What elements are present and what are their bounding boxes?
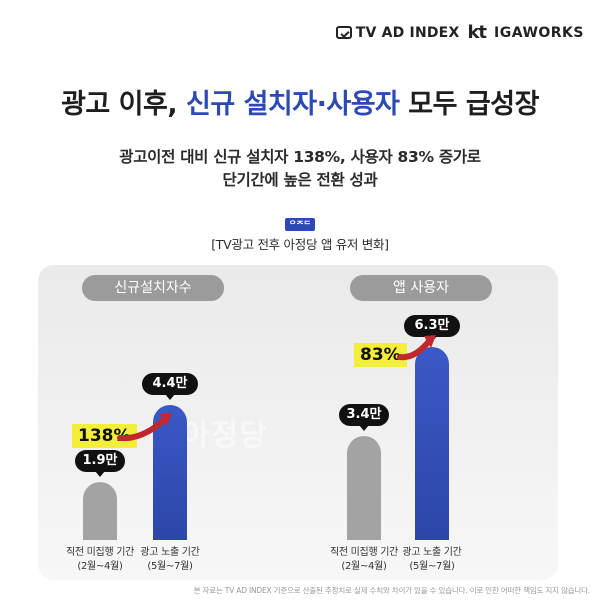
bar-before-ad	[83, 481, 117, 540]
x-axis-label-line: (5월~7월)	[147, 561, 193, 572]
background-watermark-text: 아정당	[182, 418, 268, 453]
bar-before-ad	[347, 436, 381, 540]
change-percent-label: 138%	[72, 424, 137, 448]
kt-logo: kt	[467, 22, 487, 43]
headline-part2: 모두 급성장	[399, 89, 539, 120]
x-axis-label: 광고 노출 기간 (5월~7월)	[125, 546, 215, 574]
series-title-pill: 신규설치자수	[82, 275, 224, 301]
arrow-shaft	[117, 415, 169, 442]
x-axis-label: 직전 미집행 기간 (2월~4월)	[55, 546, 145, 574]
subtitle: 광고이전 대비 신규 설치자 138%, 사용자 83% 증가로 단기간에 높은…	[0, 146, 600, 192]
brand-logos: TV AD INDEX kt IGAWORKS	[335, 22, 584, 43]
chart-caption: [TV광고 전후 아정당 앱 유저 변화]	[211, 237, 389, 252]
headline-part1: 광고 이후,	[61, 89, 187, 120]
bar-value-label: 1.9만	[75, 449, 125, 477]
x-axis-label-line: 광고 노출 기간	[402, 547, 462, 558]
tv-ad-index-text: TV AD INDEX	[355, 24, 460, 41]
subtitle-line1: 광고이전 대비 신규 설치자 138%, 사용자 83% 증가로	[119, 148, 481, 166]
series-title-pill: 앱 사용자	[350, 275, 492, 301]
tv-ad-index-logo: TV AD INDEX	[335, 24, 460, 41]
headline-highlight: 신규 설치자·사용자	[186, 89, 400, 120]
x-axis-label-line: 직전 미집행 기간	[65, 547, 135, 558]
ajungdang-logo: ᄋᄌᄃ	[285, 218, 315, 231]
arrow-head	[160, 413, 172, 426]
bar-value-label: 4.4만	[142, 373, 198, 401]
footnote: 본 자료는 TV AD INDEX 기준으로 산출된 추정치로 실제 수치와 차…	[193, 586, 591, 595]
headline: 광고 이후, 신규 설치자·사용자 모두 급성장	[0, 82, 600, 121]
tv-icon	[335, 26, 352, 39]
bar-after-ad	[415, 347, 449, 540]
chart-panel	[38, 265, 558, 580]
subtitle-line2: 단기간에 높은 전환 성과	[222, 171, 378, 189]
arrow-shaft	[397, 337, 433, 361]
x-axis-label-line: 광고 노출 기간	[140, 547, 200, 558]
arrow-head	[424, 335, 436, 348]
x-axis-label-line: (2월~4월)	[77, 561, 123, 572]
x-axis-label-line: 직전 미집행 기간	[329, 547, 399, 558]
x-axis-label-line: (5월~7월)	[409, 561, 455, 572]
bar-value-label: 3.4만	[339, 404, 389, 432]
x-axis-label: 광고 노출 기간 (5월~7월)	[387, 546, 477, 574]
x-axis-label-line: (2월~4월)	[341, 561, 387, 572]
igaworks-logo: IGAWORKS	[494, 24, 584, 41]
change-percent-label: 83%	[354, 343, 407, 367]
x-axis-label: 직전 미집행 기간 (2월~4월)	[319, 546, 409, 574]
